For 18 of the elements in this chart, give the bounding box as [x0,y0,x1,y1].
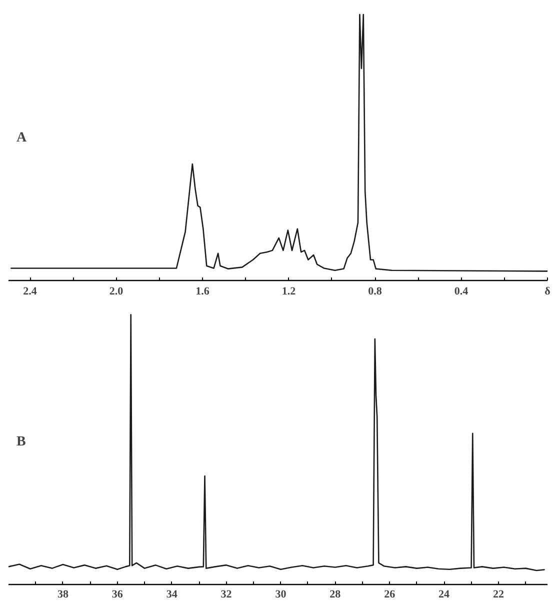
x-tick-label: 1.6 [196,286,210,298]
x-tick-label: 34 [166,588,178,600]
text: B [16,434,26,450]
x-tick-label: 24 [438,588,450,600]
x-tick-label: 2.0 [109,286,124,298]
x-tick-label: δ [544,286,551,298]
x-tick-label: 0.4 [454,286,469,298]
x-tick-label: 0.8 [368,286,382,298]
x-tick-label: 2.4 [23,286,38,298]
x-tick-label: 36 [112,588,124,600]
x-tick-label: 30 [275,588,287,600]
x-tick-label: 32 [220,588,232,600]
x-tick-label: 22 [493,588,504,600]
x-tick-label: 38 [57,588,69,600]
text: A [16,130,28,146]
x-tick-label: 26 [384,588,396,600]
x-tick-label: 28 [330,588,342,600]
x-tick-label: 1.2 [282,286,296,298]
